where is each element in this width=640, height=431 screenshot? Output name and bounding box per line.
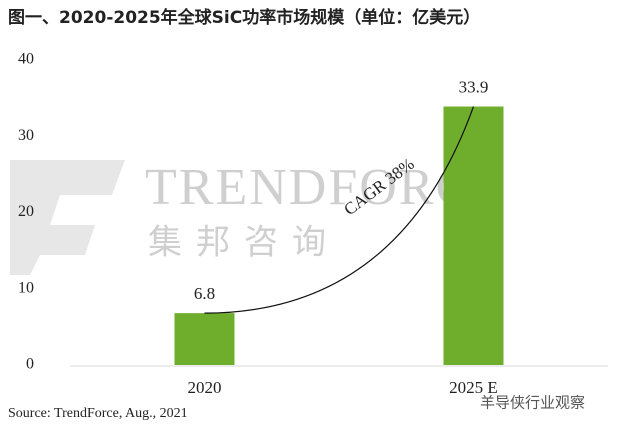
value-label: 33.9: [459, 77, 489, 96]
y-tick-label: 0: [26, 356, 34, 373]
source: Source: TrendForce, Aug., 2021: [8, 406, 188, 421]
value-label: 6.8: [194, 284, 215, 303]
y-tick-label: 20: [18, 203, 34, 220]
corner-mark: 羊导侠行业观察: [480, 394, 585, 412]
y-tick-label: 30: [18, 127, 34, 144]
y-tick-label: 10: [18, 279, 34, 296]
x-tick-label: 2025 E: [449, 378, 498, 397]
watermark-cn: 集邦咨询: [148, 223, 340, 263]
chart-title: 图一、2020-2025年全球SiC功率市场规模（单位：亿美元）: [8, 7, 480, 28]
logo-shape: [10, 160, 125, 275]
watermark-logo: [10, 160, 125, 275]
y-tick-label: 40: [18, 51, 34, 68]
x-tick-label: 2020: [188, 378, 222, 397]
bar: [443, 106, 504, 365]
cagr-curve: [204, 106, 475, 314]
bar: [174, 313, 235, 365]
